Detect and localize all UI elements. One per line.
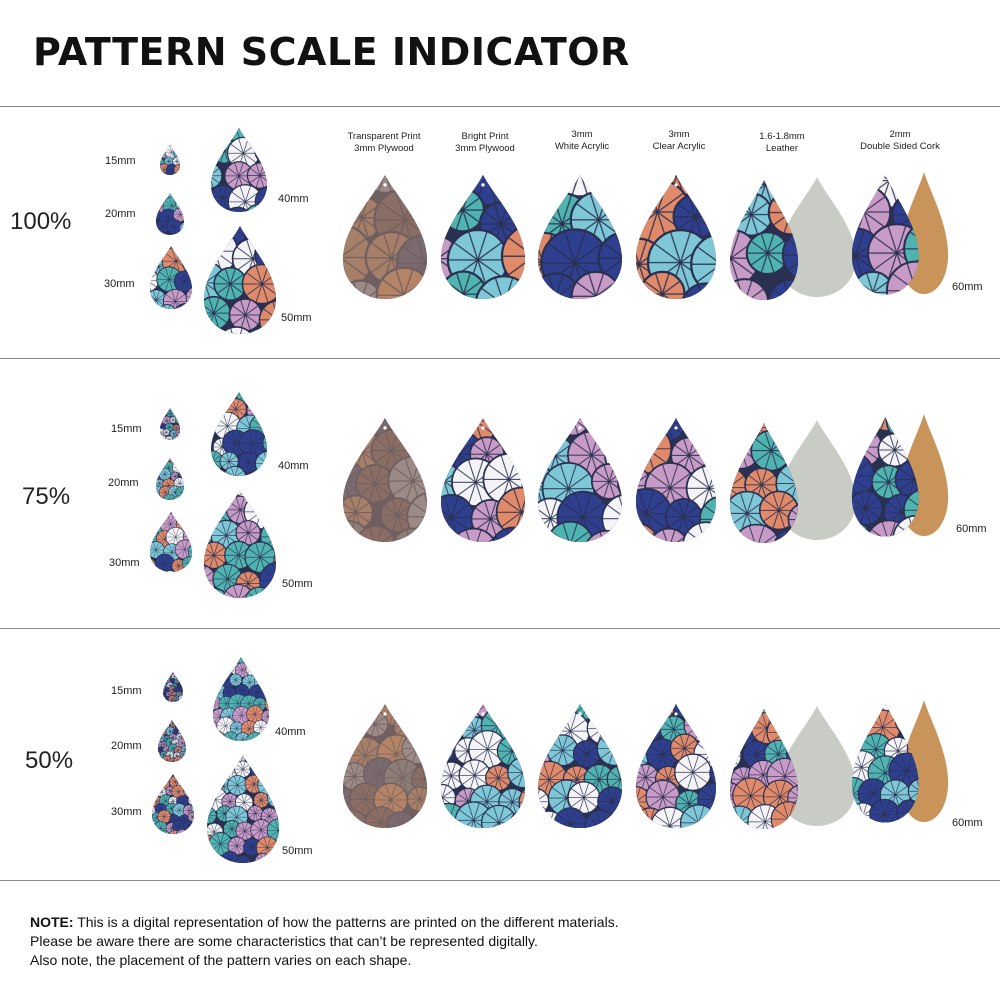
size-label-30mm: 30mm: [104, 278, 135, 290]
size-label-60mm: 60mm: [952, 817, 983, 829]
note-block: NOTE: This is a digital representation o…: [30, 913, 619, 970]
teardrop-20mm: [156, 458, 184, 500]
teardrop-15mm: [163, 672, 183, 702]
note-label: NOTE:: [30, 914, 74, 930]
teardrop-40mm: [213, 657, 269, 741]
note-line-2: Please be aware there are some character…: [30, 933, 538, 949]
size-label-40mm: 40mm: [275, 726, 306, 738]
teardrop-50mm: [207, 755, 279, 863]
size-label-15mm: 15mm: [111, 423, 142, 435]
size-label-60mm: 60mm: [952, 281, 983, 293]
scale-label-100: 100%: [10, 208, 72, 235]
size-label-60mm: 60mm: [956, 523, 987, 535]
note-line-3: Also note, the placement of the pattern …: [30, 952, 412, 968]
teardrop-20mm: [158, 720, 186, 762]
divider-top: [0, 106, 1000, 107]
size-label-30mm: 30mm: [109, 557, 140, 569]
material-header-bright-plywood: Bright Print 3mm Plywood: [455, 131, 515, 154]
size-label-15mm: 15mm: [105, 155, 136, 167]
material-header-transparent-plywood: Transparent Print 3mm Plywood: [347, 131, 421, 154]
divider-bottom: [0, 880, 1000, 881]
scale-label-75: 75%: [22, 483, 71, 510]
material-header-clear-acrylic: 3mm Clear Acrylic: [652, 129, 706, 152]
material-header-leather: 1.6-1.8mm Leather: [759, 131, 805, 154]
size-label-15mm: 15mm: [111, 685, 142, 697]
size-label-20mm: 20mm: [105, 208, 136, 220]
scale-label-50: 50%: [25, 747, 74, 774]
teardrop-40mm: [211, 392, 267, 476]
size-label-50mm: 50mm: [282, 578, 313, 590]
divider-2: [0, 628, 1000, 629]
size-label-20mm: 20mm: [108, 477, 139, 489]
size-label-30mm: 30mm: [111, 806, 142, 818]
size-label-40mm: 40mm: [278, 193, 309, 205]
page-title: PATTERN SCALE INDICATOR: [33, 30, 630, 74]
teardrop-30mm: [152, 774, 194, 834]
teardrop-40mm: [211, 128, 267, 212]
size-label-40mm: 40mm: [278, 460, 309, 472]
material-header-white-acrylic: 3mm White Acrylic: [554, 129, 610, 152]
teardrop-15mm: [160, 145, 180, 175]
size-label-20mm: 20mm: [111, 740, 142, 752]
size-label-50mm: 50mm: [281, 312, 312, 324]
teardrop-50mm: [204, 490, 276, 598]
note-line-1: This is a digital representation of how …: [73, 914, 619, 930]
teardrop-15mm: [160, 408, 180, 440]
material-header-cork: 2mm Double Sided Cork: [860, 129, 940, 152]
divider-1: [0, 358, 1000, 359]
teardrop-50mm: [204, 226, 276, 334]
teardrop-20mm: [156, 193, 184, 235]
size-label-50mm: 50mm: [282, 845, 313, 857]
